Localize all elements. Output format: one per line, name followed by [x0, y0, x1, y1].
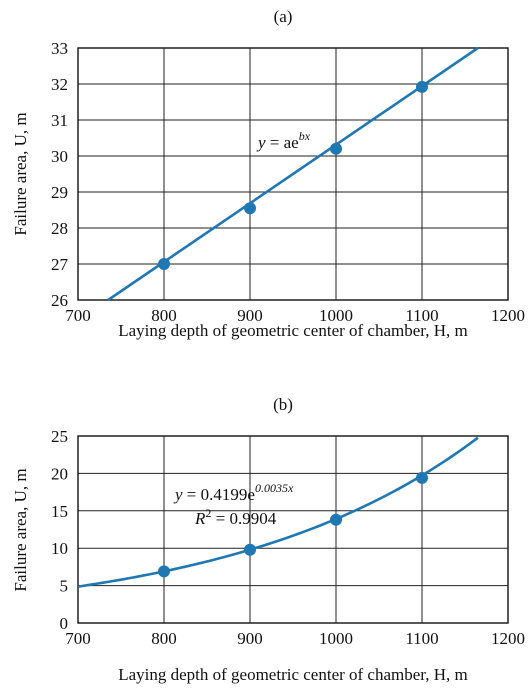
fit-curve [77, 436, 479, 588]
x-tick-labels-b: 700 800 900 1000 1100 1200 [65, 629, 525, 648]
grid-b [78, 436, 508, 623]
data-point [330, 142, 342, 155]
y-axis-label-b: Failure area, U, m [11, 468, 30, 591]
data-marks-b [77, 436, 479, 588]
y-tick-label: 29 [51, 183, 68, 202]
x-tick-label: 800 [151, 629, 177, 648]
data-point [416, 80, 428, 93]
y-tick-labels-a: 26 27 28 29 30 31 32 33 [51, 39, 69, 310]
x-tick-label: 1200 [491, 306, 525, 325]
x-tick-label: 1200 [491, 629, 525, 648]
x-tick-label: 1000 [319, 306, 353, 325]
y-tick-label: 31 [51, 111, 68, 130]
data-point [244, 202, 256, 215]
x-tick-label: 1000 [319, 629, 353, 648]
x-axis-label-a: Laying depth of geometric center of cham… [118, 321, 468, 340]
data-point [330, 513, 342, 526]
y-axis-label-a: Failure area, U, m [11, 112, 30, 235]
y-tick-label: 33 [51, 39, 68, 58]
y-tick-label: 25 [51, 427, 68, 446]
grid-a [78, 48, 508, 300]
r-squared-b-sup: 2 [205, 506, 211, 520]
equation-b-exponent: 0.0035x [255, 481, 294, 495]
equation-b: y = 0.4199e0.0035x [173, 481, 294, 504]
r-squared-b: R2 = 0.9904 [194, 506, 277, 528]
x-tick-label: 1100 [405, 629, 438, 648]
y-tick-label: 26 [51, 291, 68, 310]
data-marks-a [107, 46, 479, 302]
x-tick-label: 700 [65, 629, 91, 648]
y-tick-label: 20 [51, 464, 68, 483]
chart-b: (b) 700 800 900 1000 1100 1200 0 5 10 15 20 25 y =… [11, 395, 525, 684]
equation-a: y = aebx [256, 129, 311, 152]
equation-a-exponent: bx [299, 129, 311, 143]
data-point [416, 471, 428, 484]
plot-frame-a [77, 47, 509, 301]
x-tick-label: 800 [151, 306, 177, 325]
y-tick-label: 5 [60, 577, 69, 596]
plot-frame-b [77, 435, 509, 624]
equation-a-body: = ae [266, 133, 299, 152]
y-tick-label: 27 [51, 255, 69, 274]
y-tick-label: 30 [51, 147, 68, 166]
fit-line [107, 46, 479, 302]
r-squared-b-value: = 0.9904 [211, 509, 276, 528]
chart-a: (a) 700 800 900 1000 1100 1200 26 27 28 29 30 31 32… [11, 7, 525, 340]
equation-b-y: y [173, 485, 183, 504]
x-tick-label: 700 [65, 306, 91, 325]
data-point [158, 258, 170, 270]
equation-b-body: = 0.4199e [183, 485, 255, 504]
x-axis-label-b: Laying depth of geometric center of cham… [118, 665, 468, 684]
x-tick-label: 900 [237, 629, 263, 648]
y-tick-label: 0 [60, 614, 69, 633]
x-tick-label: 1100 [405, 306, 438, 325]
r-squared-b-r: R [194, 509, 206, 528]
equation-a-y: y [256, 133, 266, 152]
x-tick-labels-a: 700 800 900 1000 1100 1200 [65, 306, 525, 325]
y-tick-label: 28 [51, 219, 68, 238]
data-point [158, 565, 170, 578]
data-point [244, 543, 256, 556]
x-tick-label: 900 [237, 306, 263, 325]
panel-label-b: (b) [273, 395, 293, 414]
y-tick-label: 32 [51, 75, 68, 94]
panel-label-a: (a) [274, 7, 293, 26]
y-tick-label: 10 [51, 539, 68, 558]
y-tick-labels-b: 0 5 10 15 20 25 [51, 427, 68, 633]
y-tick-label: 15 [51, 502, 68, 521]
